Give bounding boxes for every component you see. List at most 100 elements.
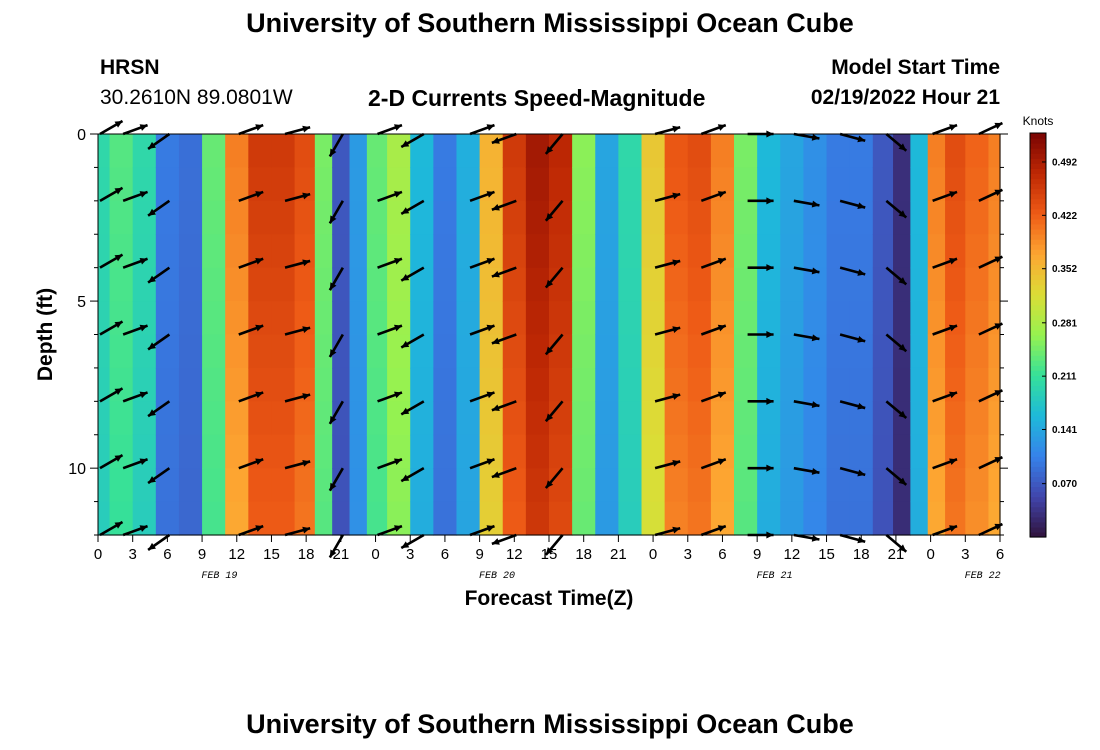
heatmap-cell bbox=[618, 134, 643, 169]
heatmap-cell bbox=[595, 200, 619, 235]
heatmap-cell bbox=[927, 401, 946, 436]
heatmap-cell bbox=[225, 134, 249, 169]
page-title: University of Southern Mississippi Ocean… bbox=[246, 8, 854, 38]
current-arrow-head bbox=[394, 391, 402, 399]
heatmap-cell bbox=[710, 267, 735, 302]
heatmap-cell bbox=[549, 200, 573, 235]
heatmap-cell bbox=[710, 401, 735, 436]
heatmap-cell bbox=[618, 267, 643, 302]
current-arrow-head bbox=[394, 458, 402, 466]
current-arrow-head bbox=[717, 525, 726, 532]
heatmap-cell bbox=[433, 367, 458, 402]
current-arrow-head bbox=[148, 542, 156, 550]
heatmap-cell bbox=[826, 367, 851, 402]
heatmap-cell bbox=[910, 134, 929, 169]
heatmap-cell bbox=[109, 200, 134, 235]
heatmap-cell bbox=[757, 434, 781, 469]
heatmap-cell bbox=[826, 468, 851, 503]
heatmap-cell bbox=[387, 167, 411, 202]
heatmap-cell bbox=[349, 167, 368, 202]
current-arrow-head bbox=[255, 191, 264, 198]
heatmap-cell bbox=[910, 334, 929, 369]
current-arrow-head bbox=[114, 321, 123, 329]
heatmap-cell bbox=[641, 301, 666, 336]
heatmap-cell bbox=[410, 334, 434, 369]
heatmap-cell bbox=[502, 267, 527, 302]
heatmap-cell bbox=[965, 334, 990, 369]
heatmap-cell bbox=[734, 434, 758, 469]
current-arrow-head bbox=[486, 458, 495, 466]
heatmap-cell bbox=[988, 200, 1001, 235]
heatmap-cell bbox=[849, 167, 874, 202]
heatmap-cell bbox=[248, 434, 273, 469]
heatmap-cell bbox=[98, 234, 111, 269]
colorbar-band bbox=[1030, 380, 1046, 387]
heatmap-cell bbox=[757, 234, 781, 269]
heatmap-cell bbox=[132, 501, 157, 536]
current-arrow-head bbox=[717, 257, 726, 265]
heatmap-cell bbox=[178, 334, 203, 369]
heatmap-cell bbox=[98, 267, 111, 302]
heatmap-cell bbox=[893, 134, 911, 169]
heatmap-cell bbox=[757, 468, 781, 503]
heatmap-cell bbox=[618, 501, 643, 536]
heatmap-cell bbox=[178, 301, 203, 336]
heatmap-cell bbox=[202, 234, 226, 269]
heatmap-cell bbox=[525, 434, 550, 469]
heatmap-cell bbox=[826, 234, 851, 269]
current-arrow-head bbox=[139, 324, 148, 332]
heatmap-cell bbox=[595, 301, 619, 336]
colorbar-band bbox=[1030, 153, 1046, 159]
current-arrow-head bbox=[766, 331, 774, 338]
heatmap-cell bbox=[734, 468, 758, 503]
colorbar-band bbox=[1030, 228, 1046, 235]
heatmap-cell bbox=[549, 301, 573, 336]
current-arrow-head bbox=[114, 121, 123, 128]
current-arrow-head bbox=[491, 471, 500, 478]
colorbar-band bbox=[1030, 218, 1046, 225]
heatmap-cell bbox=[803, 501, 828, 536]
current-arrow-head bbox=[329, 415, 337, 424]
x-tick-label: 6 bbox=[441, 546, 449, 563]
current-arrow-head bbox=[401, 274, 410, 281]
x-tick-label: 12 bbox=[506, 546, 523, 563]
heatmap-cell bbox=[132, 334, 157, 369]
heatmap-cell bbox=[965, 401, 990, 436]
heatmap-cell bbox=[872, 501, 894, 536]
heatmap-cell bbox=[945, 200, 966, 235]
x-tick-label: 9 bbox=[198, 546, 206, 563]
heatmap-cell bbox=[664, 134, 689, 169]
heatmap-cell bbox=[893, 334, 911, 369]
current-arrow-head bbox=[949, 391, 958, 399]
x-tick-label: 0 bbox=[94, 546, 102, 563]
heatmap-cell bbox=[314, 334, 333, 369]
heatmap-cell bbox=[98, 401, 111, 436]
heatmap-cell bbox=[965, 434, 990, 469]
heatmap-cell bbox=[988, 267, 1001, 302]
colorbar-tick-label: 0.352 bbox=[1052, 264, 1077, 275]
heatmap-cell bbox=[618, 200, 643, 235]
current-arrow-head bbox=[857, 202, 866, 210]
colorbar-band bbox=[1030, 491, 1046, 498]
heatmap-cell bbox=[687, 134, 712, 169]
y-tick-label: 0 bbox=[77, 127, 86, 144]
current-arrow-head bbox=[949, 324, 958, 332]
colorbar-band bbox=[1030, 213, 1046, 220]
heatmap-cell bbox=[618, 167, 643, 202]
heatmap-cell bbox=[734, 200, 758, 235]
current-arrow-head bbox=[486, 391, 495, 399]
current-arrow-head bbox=[857, 469, 866, 477]
heatmap-cell bbox=[757, 401, 781, 436]
current-arrow-head bbox=[491, 203, 500, 211]
heatmap-cell bbox=[387, 434, 411, 469]
heatmap-cell bbox=[98, 334, 111, 369]
heatmap-cell bbox=[910, 434, 929, 469]
heatmap-cell bbox=[332, 367, 351, 402]
x-tick-label: 0 bbox=[926, 546, 934, 563]
heatmap-cell bbox=[927, 134, 946, 169]
heatmap-cell bbox=[202, 301, 226, 336]
heatmap-cell bbox=[410, 367, 434, 402]
heatmap-cell bbox=[109, 501, 134, 536]
current-arrow-head bbox=[401, 140, 410, 147]
current-arrow-head bbox=[545, 480, 554, 489]
